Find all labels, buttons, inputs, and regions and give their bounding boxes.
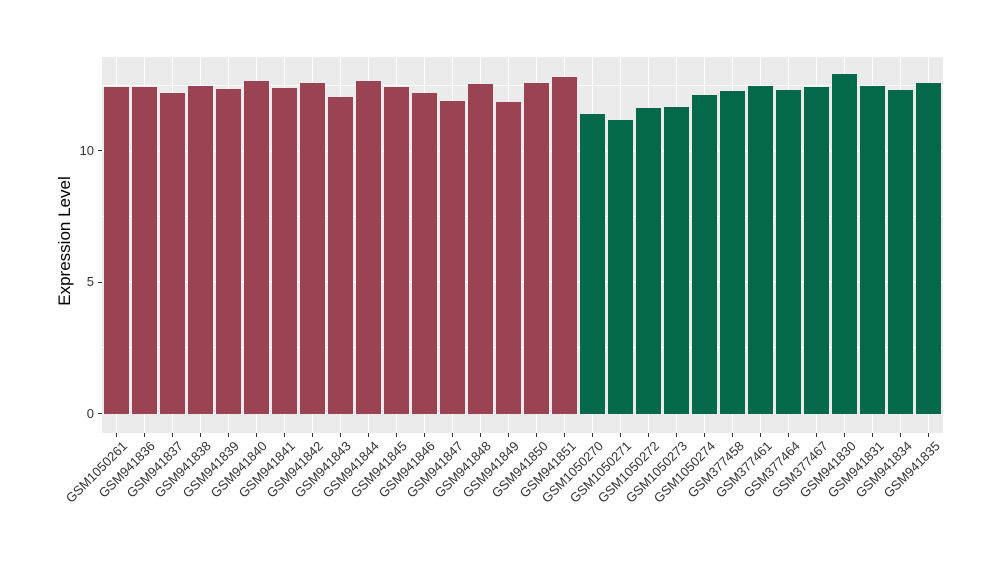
x-axis-tick <box>844 433 846 437</box>
x-axis-tick <box>199 433 201 437</box>
bar-GSM941845 <box>383 87 409 414</box>
bar-GSM941841 <box>271 87 297 414</box>
bar-GSM941830 <box>832 73 858 414</box>
bar-GSM941831 <box>860 85 886 414</box>
x-axis-tick <box>115 433 117 437</box>
x-axis-tick <box>536 433 538 437</box>
bar-GSM941843 <box>327 97 353 414</box>
bar-GSM1050273 <box>664 106 690 414</box>
x-axis-tick <box>339 433 341 437</box>
bar-GSM941850 <box>524 83 550 414</box>
bar-GSM941838 <box>187 85 213 414</box>
bar-GSM941846 <box>411 92 437 414</box>
gridline-minor <box>102 347 943 349</box>
x-axis-tick <box>900 433 902 437</box>
x-axis-tick <box>788 433 790 437</box>
x-axis-tick <box>423 433 425 437</box>
y-tick-label: 5 <box>86 274 94 290</box>
x-axis-tick <box>143 433 145 437</box>
y-axis-tick <box>98 150 102 152</box>
x-axis-tick <box>648 433 650 437</box>
x-axis-tick <box>928 433 930 437</box>
bar-GSM941842 <box>299 82 325 414</box>
gridline-major <box>102 281 943 283</box>
bar-GSM941839 <box>215 89 241 414</box>
bar-GSM1050261 <box>103 87 129 414</box>
y-tick-label: 0 <box>86 405 94 421</box>
bar-GSM941840 <box>243 80 269 414</box>
bar-GSM941835 <box>916 83 942 414</box>
bar-GSM377461 <box>748 86 774 414</box>
gridline-minor <box>102 216 943 218</box>
bar-GSM1050270 <box>580 114 606 414</box>
gridline-minor <box>102 84 943 86</box>
gridline-major <box>102 412 943 415</box>
x-axis-tick <box>872 433 874 437</box>
x-axis-tick <box>227 433 229 437</box>
bar-GSM941836 <box>131 87 157 414</box>
bar-GSM1050274 <box>692 95 718 414</box>
x-axis-tick <box>255 433 257 437</box>
bar-GSM1050271 <box>608 119 634 414</box>
y-axis-title: Expression Level <box>55 176 74 306</box>
x-axis-tick <box>704 433 706 437</box>
gridline-major <box>102 150 943 152</box>
x-axis-tick <box>311 433 313 437</box>
x-axis-tick <box>816 433 818 437</box>
x-axis-tick <box>507 433 509 437</box>
bar-GSM941848 <box>467 83 493 414</box>
bar-GSM1050272 <box>636 108 662 414</box>
plot-panel <box>102 57 943 433</box>
bar-GSM941847 <box>439 101 465 414</box>
x-axis-tick <box>760 433 762 437</box>
y-axis-tick <box>98 413 102 414</box>
x-axis-tick <box>620 433 622 437</box>
bar-GSM941844 <box>355 80 381 414</box>
bar-GSM377458 <box>720 91 746 414</box>
x-axis-tick <box>395 433 397 437</box>
bar-GSM941849 <box>495 102 521 414</box>
bars-layer <box>102 57 943 433</box>
bar-GSM941834 <box>888 89 914 414</box>
x-axis-tick <box>367 433 369 437</box>
bar-GSM377467 <box>804 87 830 414</box>
x-axis-tick <box>564 433 566 437</box>
x-axis-tick <box>676 433 678 437</box>
bar-GSM377464 <box>776 89 802 414</box>
bar-GSM941837 <box>159 92 185 414</box>
y-tick-label: 10 <box>79 142 94 158</box>
y-axis-tick <box>98 281 102 283</box>
bar-GSM941851 <box>552 76 578 414</box>
x-axis-tick <box>171 433 173 437</box>
x-axis-tick <box>283 433 285 437</box>
x-axis-tick <box>451 433 453 437</box>
x-axis-tick <box>592 433 594 437</box>
x-axis-tick <box>732 433 734 437</box>
x-axis-tick <box>479 433 481 437</box>
